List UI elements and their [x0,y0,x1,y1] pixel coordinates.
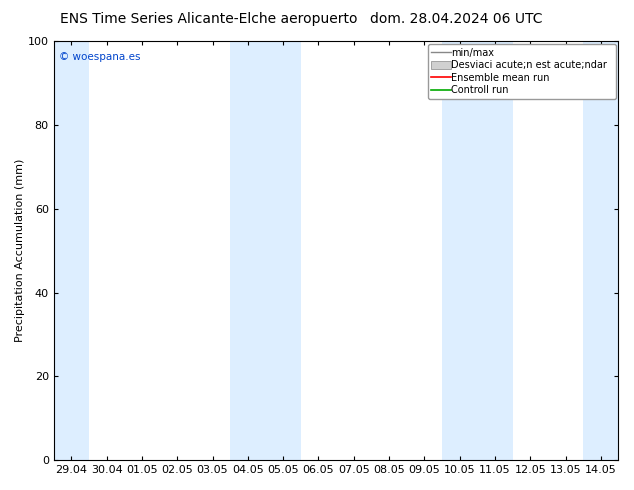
Bar [583,41,619,460]
Bar [442,41,512,460]
Legend: min/max, Desviaci acute;n est acute;ndar, Ensemble mean run, Controll run: min/max, Desviaci acute;n est acute;ndar… [427,44,616,99]
Y-axis label: Precipitation Accumulation (mm): Precipitation Accumulation (mm) [15,159,25,343]
Bar [54,41,89,460]
Bar [230,41,301,460]
Text: ENS Time Series Alicante-Elche aeropuerto: ENS Time Series Alicante-Elche aeropuert… [60,12,358,26]
Text: dom. 28.04.2024 06 UTC: dom. 28.04.2024 06 UTC [370,12,543,26]
Text: © woespana.es: © woespana.es [60,51,141,62]
